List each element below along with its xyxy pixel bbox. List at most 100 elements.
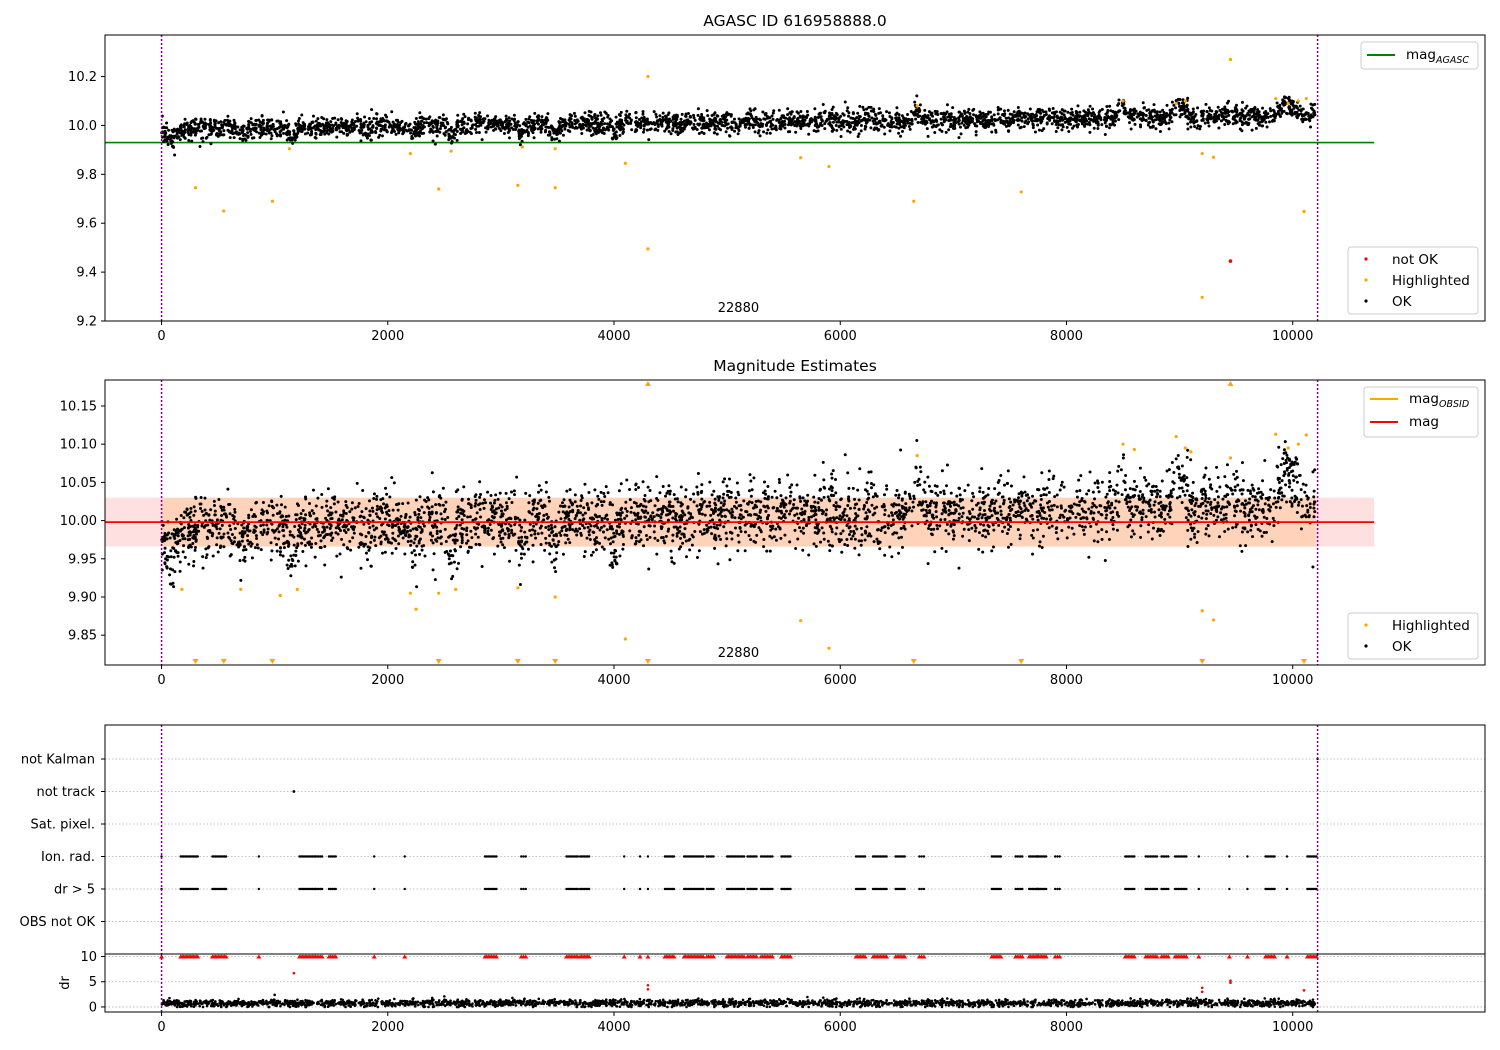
panel-2-ok-point [1132,532,1136,536]
panel-1-ok-point [463,115,467,119]
panel-2-ok-point [981,534,985,538]
panel-1-ok-point [1186,108,1190,112]
panel-1-ok-point [862,108,866,112]
panel-1-ok-point [845,119,849,123]
panel-1-ok-point [1300,114,1304,118]
panel-1-ok-point [397,127,401,131]
panel-1-ok-point [480,138,484,142]
panel-1-ok-point [992,123,996,127]
panel-2-ok-point [1135,508,1139,512]
panel-2-ok-point [676,500,680,504]
panel-1-ok-point [382,118,386,122]
panel-2-ok-point [1050,504,1054,508]
panel-2-ok-point [624,500,628,504]
panel-1-ok-point [1050,122,1054,126]
panel-1-ok-point [702,126,706,130]
panel-1-ok-point [441,113,445,117]
panel-1-ok-point [187,126,191,130]
panel-1-highlighted-point [553,186,557,190]
panel-2-ok-point [1312,515,1316,519]
panel-1-ok-point [1165,103,1169,107]
panel-1-ok-point [1193,114,1197,118]
panel-1-ok-point [1116,103,1120,107]
panel-2-ok-point [1281,457,1285,461]
panel-2-ok-point [311,525,315,529]
panel-1-ok-point [400,127,404,131]
panel-1-ok-point [446,122,450,126]
panel-1-ok-point [425,121,429,125]
panel-1-ok-point [796,122,800,126]
panel-1-ok-point [356,119,360,123]
panel-1-ok-point [1096,123,1100,127]
panel-1-ok-point [993,117,997,121]
panel-1-ok-point [1177,102,1181,106]
panel-2-ok-point [275,542,279,546]
panel-1-ok-point [857,114,861,118]
panel-1-ok-point [576,119,580,123]
panel-2-ok-point [528,528,532,532]
panel-2-ok-point [885,484,889,488]
panel-2-ok-point [417,512,421,516]
panel-1-ok-point [720,120,724,124]
panel-1-ok-point [1088,104,1092,108]
panel-1-highlighted-point [912,199,916,203]
panel-1-highlighted-point [408,151,413,156]
panel-1-ok-point [209,142,213,146]
panel-1-ok-point [460,123,464,127]
panel-1-ok-point [444,117,448,121]
panel-1-ok-point [1189,118,1193,122]
panel-2-ok-point [648,524,652,528]
panel-2-ok-point [770,495,774,499]
panel-1-ok-point [1189,125,1193,129]
panel-2-ok-point [361,488,365,492]
panel-2-ok-point [1204,532,1208,536]
panel-1-ok-point [1007,123,1011,127]
panel-1-ok-point [1267,120,1271,124]
panel-2-ok-point [766,484,770,488]
panel-2-ok-point [383,550,387,554]
panel-2-ok-point [513,493,517,497]
panel-1-ok-point [1196,106,1200,110]
panel-1-ok-point [528,124,532,128]
panel-2-ok-point [1138,489,1142,493]
panel-1-ok-point [1174,106,1178,110]
panel-1-ok-point [931,114,935,118]
panel-1-ok-point [658,114,662,118]
panel-1-ok-point [1128,116,1132,120]
panel-1-ok-point [1066,110,1070,114]
panel-2-ok-point [790,483,794,487]
panel-1-ok-point [443,133,447,137]
panel-1-ok-point [965,119,969,123]
panel-1-ok-point [981,119,985,123]
panel-2-ok-point [278,553,282,557]
panel-1-ok-point [813,107,817,111]
panel-1-ok-point [628,112,632,116]
panel-1-ok-point [1002,114,1006,118]
panel-1-ok-point [1260,120,1264,124]
panel-1-ok-point [765,122,769,126]
panel-1-ok-point [1154,127,1158,131]
panel-1-ok-point [409,131,413,135]
panel-2-ok-point [840,550,844,554]
panel-1-ok-point [163,129,167,133]
panel-1-ok-point [930,125,934,129]
panel-2-ok-point [652,530,656,534]
panel-1-ok-point [1150,125,1154,129]
panel-1-ok-point [1128,109,1132,113]
panel-2-ok-point [1243,514,1247,518]
panel-1-ok-point [1201,117,1205,121]
panel-2-ok-point [375,504,379,508]
panel-2-ok-point [165,565,169,569]
panel-1-ok-point [753,130,757,134]
panel-1-ok-point [431,125,435,129]
panel-1-highlighted-point [1211,155,1216,159]
panel-1-ok-point [385,129,389,133]
panel-1-ok-point [847,114,851,118]
panel-1-ok-point [1053,112,1057,116]
panel-1-ok-point [275,119,279,123]
panel-1-ok-point [1261,115,1265,119]
panel-1-ok-point [264,132,268,136]
panel-2-ok-point [364,534,368,538]
panel-2-ok-point [1159,500,1163,504]
panel-1-ok-point [375,112,379,116]
